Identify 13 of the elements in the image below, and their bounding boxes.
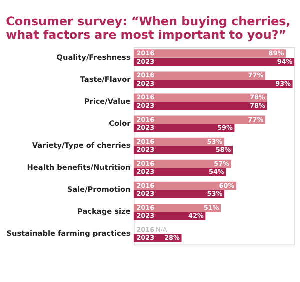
y-tick-label: Package size [78, 207, 131, 216]
bar [134, 72, 266, 80]
chart-title: Consumer survey: “When buying cherries, what factors are most important to you?” [6, 14, 291, 42]
y-tick-label: Quality/Freshness [56, 52, 132, 62]
y-tick-label: Color [109, 118, 132, 128]
bar [134, 50, 286, 58]
y-tick-label: Taste/Flavor [80, 74, 132, 84]
y-tick-label: Sale/Promotion [67, 185, 131, 194]
bar [134, 102, 268, 110]
y-tick-label: Sustainable farming practices [6, 229, 132, 238]
y-tick-label: Health benefits/Nutrition [27, 162, 131, 172]
y-tick-label: Price/Value [84, 96, 131, 106]
y-tick-label: Variety/Type of cherries [32, 140, 132, 150]
